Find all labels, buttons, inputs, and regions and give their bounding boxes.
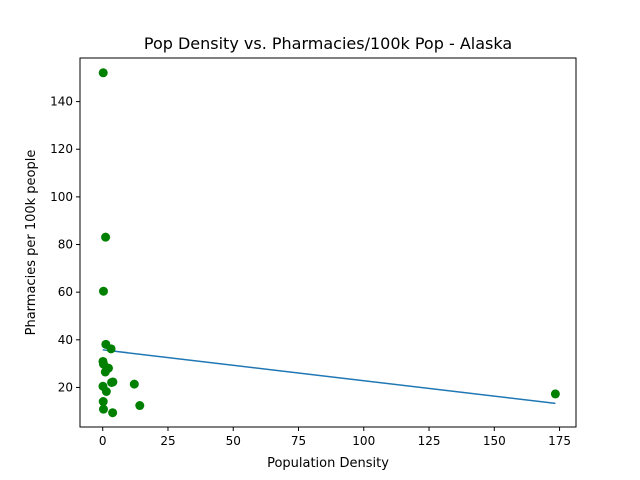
y-axis-label: Pharmacies per 100k people — [24, 150, 39, 336]
data-point — [101, 232, 111, 242]
data-point — [98, 404, 108, 414]
y-tick-label: 20 — [58, 380, 73, 394]
y-tick-label: 120 — [50, 142, 73, 156]
data-point — [129, 379, 139, 389]
chart-title: Pop Density vs. Pharmacies/100k Pop - Al… — [144, 34, 512, 53]
regression-line — [102, 349, 556, 405]
y-tick-label: 100 — [50, 190, 73, 204]
data-point — [98, 68, 108, 78]
x-tick-label: 150 — [483, 434, 506, 448]
data-point — [550, 389, 560, 399]
data-point — [135, 401, 145, 411]
data-point — [108, 408, 118, 418]
x-tick-label: 175 — [548, 434, 571, 448]
data-point — [98, 397, 108, 407]
data-point — [108, 377, 118, 387]
data-point — [98, 286, 108, 296]
y-tick-label: 60 — [58, 285, 73, 299]
x-tick-label: 50 — [226, 434, 241, 448]
y-tick-label: 80 — [58, 238, 73, 252]
fit-line-layer — [102, 349, 556, 405]
data-points-layer — [98, 68, 560, 418]
data-point — [101, 387, 111, 397]
x-tick-label: 100 — [352, 434, 375, 448]
x-tick-label: 0 — [99, 434, 107, 448]
x-tick-label: 125 — [418, 434, 441, 448]
y-tick-label: 140 — [50, 95, 73, 109]
y-tick-label: 40 — [58, 333, 73, 347]
data-point — [100, 367, 110, 377]
plot-area-frame — [79, 57, 577, 428]
x-tick-label: 75 — [291, 434, 306, 448]
data-point — [106, 344, 116, 354]
y-axis-ticks: 20 40 60 80 100 120 140 — [50, 95, 80, 394]
x-axis-label: Population Density — [267, 456, 389, 471]
x-tick-label: 25 — [160, 434, 175, 448]
x-axis-ticks: 0 25 50 75 100 125 150 175 — [99, 427, 571, 448]
